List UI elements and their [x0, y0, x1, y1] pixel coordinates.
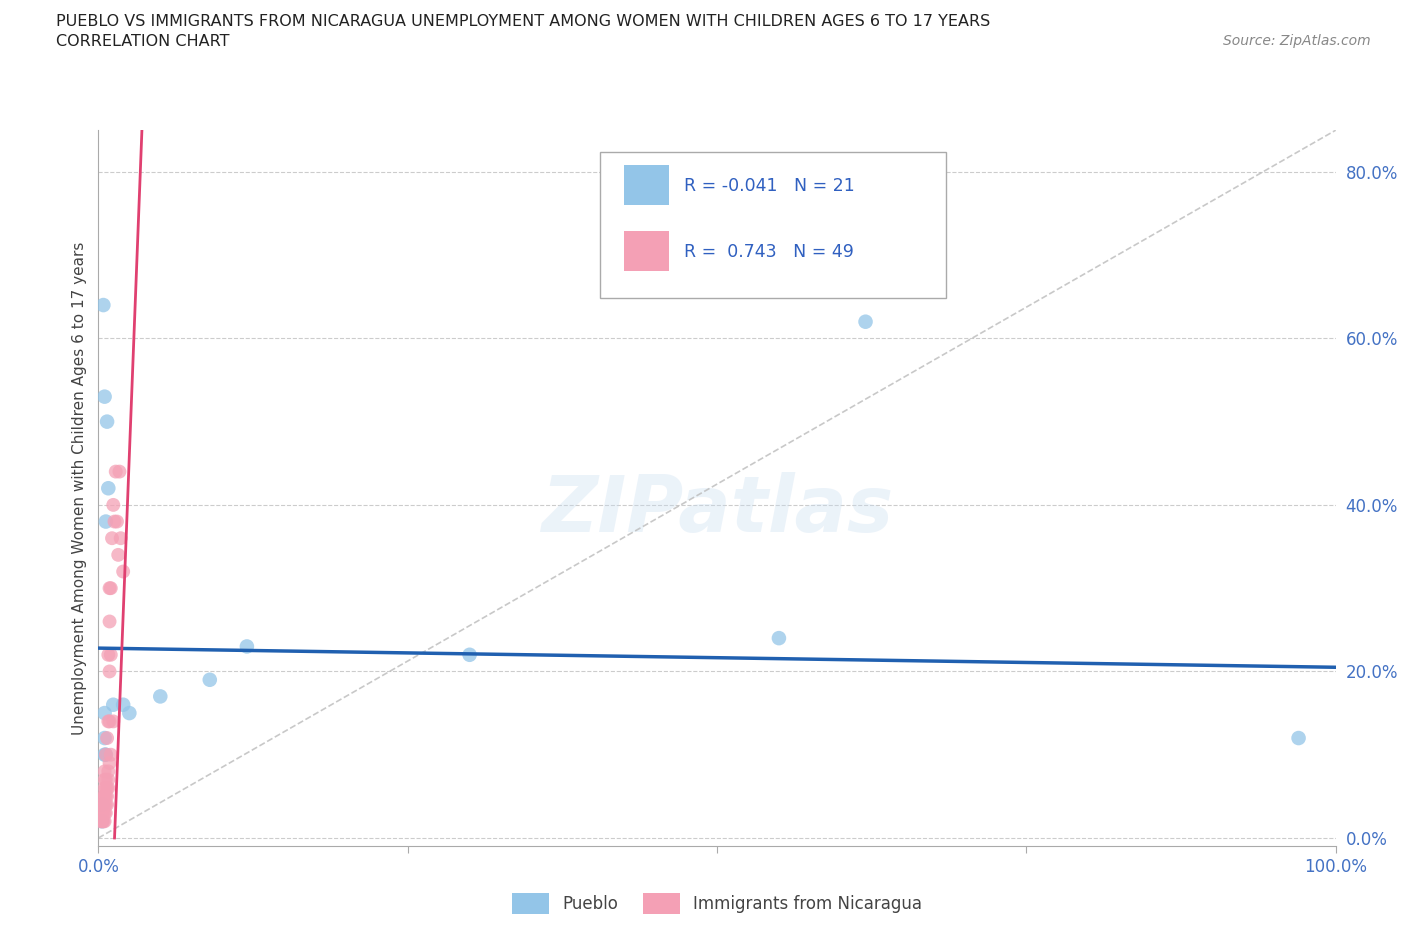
Point — [93, 390, 115, 405]
Point — [93, 797, 115, 812]
Point — [97, 481, 120, 496]
FancyBboxPatch shape — [624, 166, 669, 206]
Point — [94, 772, 117, 787]
Point — [93, 706, 115, 721]
Text: R =  0.743   N = 49: R = 0.743 N = 49 — [683, 243, 853, 261]
Point — [94, 514, 117, 529]
Point — [1288, 731, 1310, 746]
Point — [97, 714, 120, 729]
Y-axis label: Unemployment Among Women with Children Ages 6 to 17 years: Unemployment Among Women with Children A… — [72, 242, 87, 735]
Legend: Pueblo, Immigrants from Nicaragua: Pueblo, Immigrants from Nicaragua — [505, 886, 929, 921]
Text: Source: ZipAtlas.com: Source: ZipAtlas.com — [1223, 34, 1371, 48]
Point — [91, 797, 114, 812]
FancyBboxPatch shape — [599, 152, 946, 299]
Text: ZIPatlas: ZIPatlas — [541, 472, 893, 548]
Point — [94, 780, 117, 795]
Point — [91, 805, 114, 820]
Text: R = -0.041   N = 21: R = -0.041 N = 21 — [683, 177, 855, 195]
Point — [98, 755, 121, 770]
Point — [93, 805, 115, 820]
Point — [98, 714, 121, 729]
Point — [93, 814, 115, 829]
Point — [91, 797, 114, 812]
Point — [855, 314, 877, 329]
Point — [104, 464, 127, 479]
Point — [96, 414, 118, 429]
Text: CORRELATION CHART: CORRELATION CHART — [56, 34, 229, 49]
Point — [94, 748, 117, 763]
Point — [112, 698, 135, 712]
Point — [98, 614, 121, 629]
Point — [198, 672, 221, 687]
Point — [105, 514, 128, 529]
Point — [90, 814, 112, 829]
Point — [107, 548, 129, 563]
Point — [93, 780, 115, 795]
Point — [93, 797, 115, 812]
Point — [93, 748, 115, 763]
Point — [97, 764, 120, 778]
Point — [93, 805, 115, 820]
Point — [94, 797, 117, 812]
Point — [93, 731, 115, 746]
Point — [458, 647, 481, 662]
Point — [94, 789, 117, 804]
Point — [96, 780, 118, 795]
FancyBboxPatch shape — [624, 232, 669, 272]
Point — [93, 789, 115, 804]
Point — [97, 647, 120, 662]
Text: PUEBLO VS IMMIGRANTS FROM NICARAGUA UNEMPLOYMENT AMONG WOMEN WITH CHILDREN AGES : PUEBLO VS IMMIGRANTS FROM NICARAGUA UNEM… — [56, 14, 990, 29]
Point — [100, 748, 122, 763]
Point — [108, 464, 131, 479]
Point — [110, 531, 132, 546]
Point — [103, 514, 125, 529]
Point — [93, 764, 115, 778]
Point — [91, 814, 114, 829]
Point — [96, 789, 118, 804]
Point — [97, 772, 120, 787]
Point — [94, 805, 117, 820]
Point — [118, 706, 141, 721]
Point — [97, 780, 120, 795]
Point — [100, 647, 122, 662]
Point — [100, 580, 122, 595]
Point — [90, 805, 112, 820]
Point — [103, 498, 125, 512]
Point — [96, 731, 118, 746]
Point — [103, 698, 125, 712]
Point — [98, 580, 121, 595]
Point — [93, 298, 115, 312]
Point — [93, 814, 115, 829]
Point — [94, 748, 117, 763]
Point — [768, 631, 790, 645]
Point — [112, 565, 135, 579]
Point — [91, 814, 114, 829]
Point — [96, 797, 118, 812]
Point — [93, 772, 115, 787]
Point — [101, 531, 124, 546]
Point — [236, 639, 259, 654]
Point — [98, 664, 121, 679]
Point — [103, 714, 125, 729]
Point — [149, 689, 172, 704]
Point — [93, 789, 115, 804]
